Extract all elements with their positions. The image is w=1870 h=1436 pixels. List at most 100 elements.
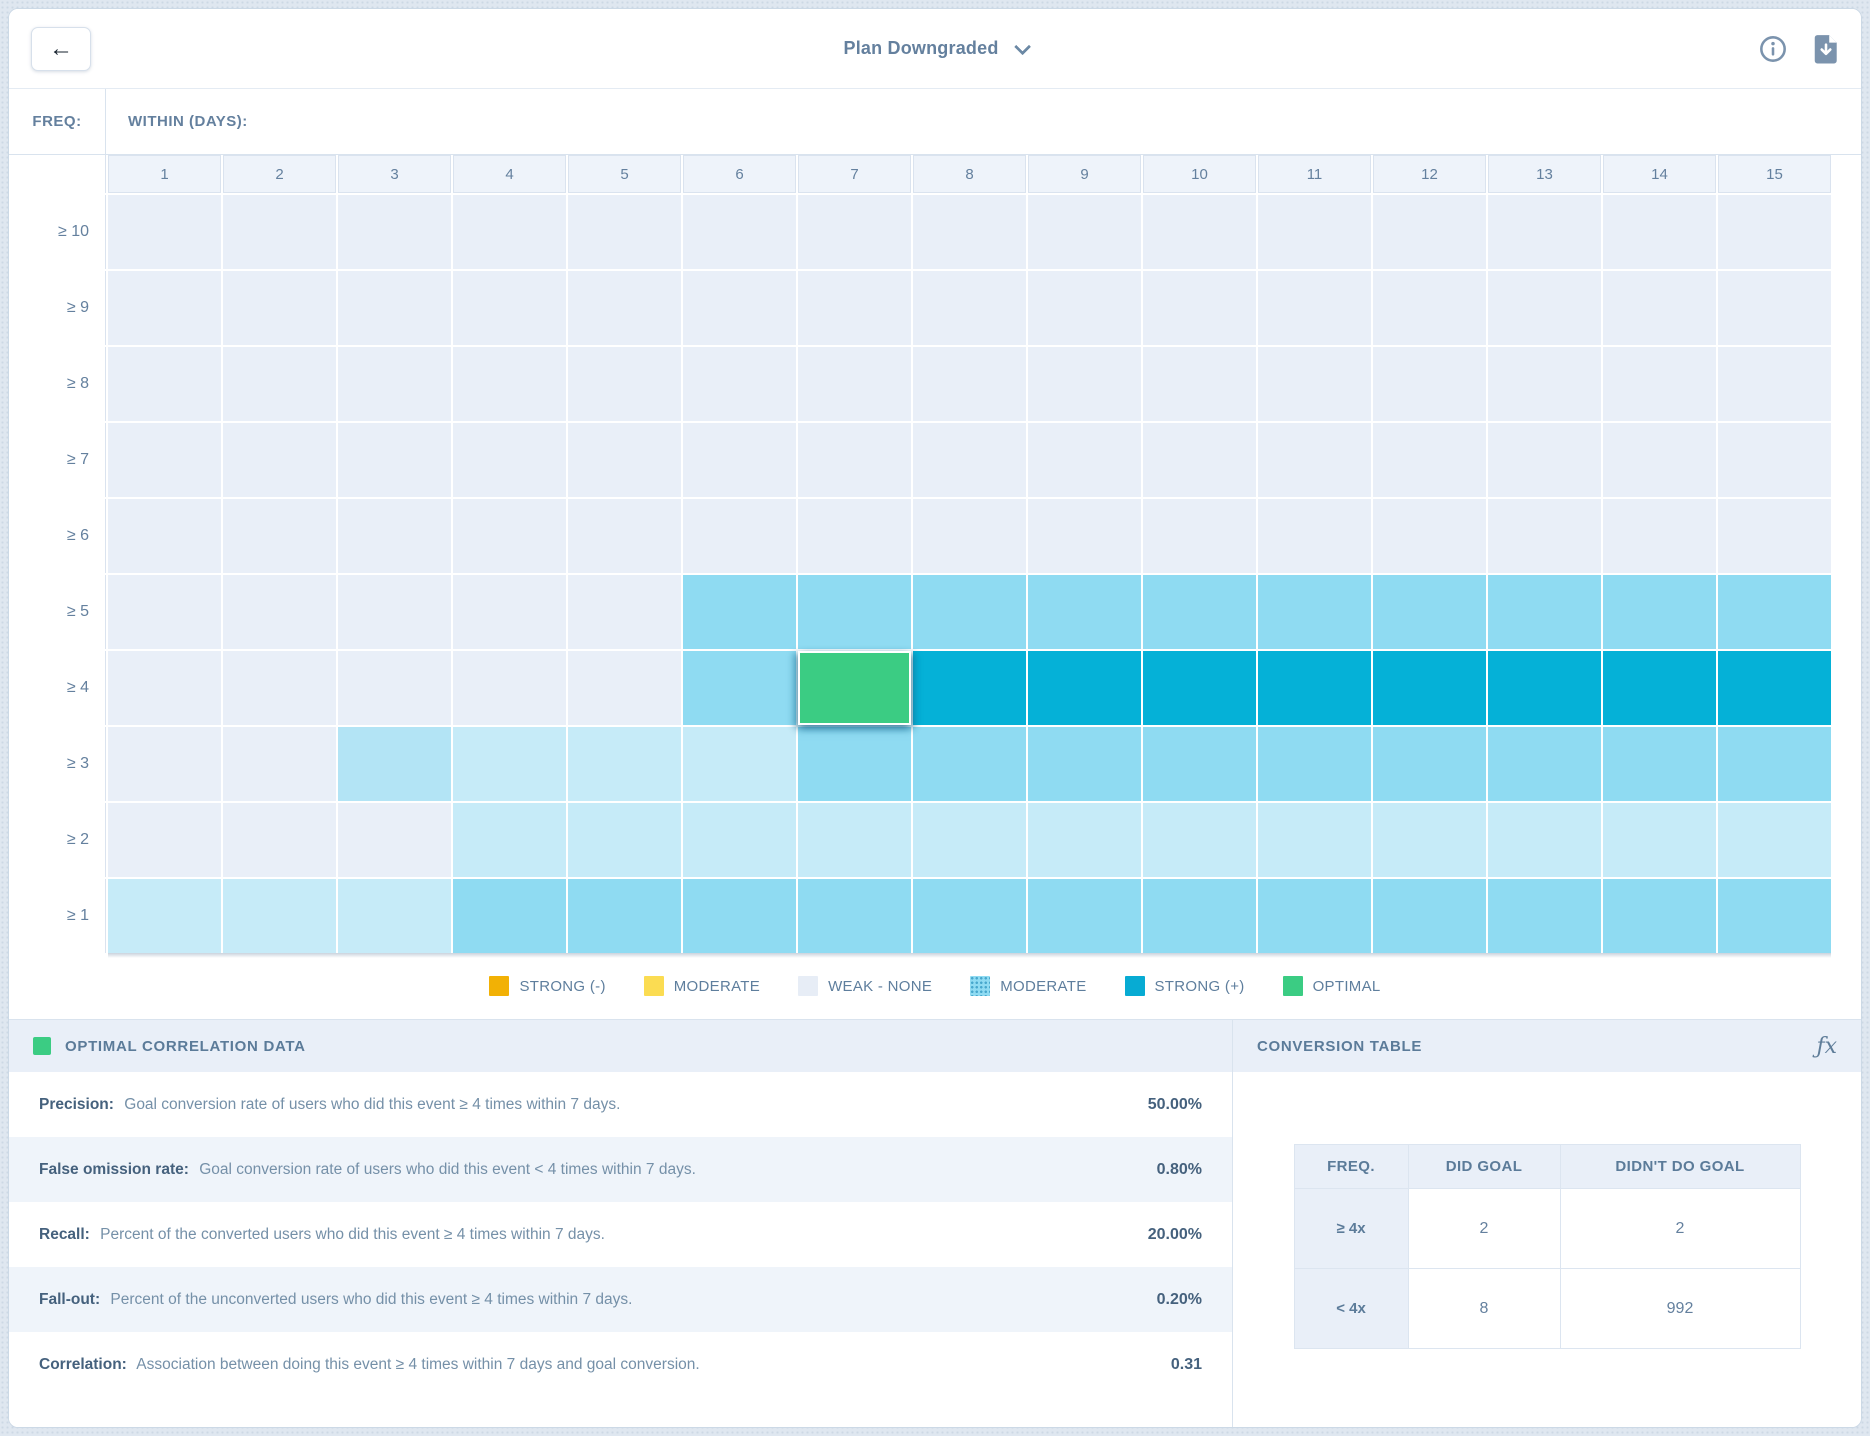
heatmap-cell[interactable] <box>913 803 1026 877</box>
heatmap-cell[interactable] <box>913 423 1026 497</box>
heatmap-cell[interactable] <box>108 271 221 345</box>
heatmap-cell[interactable] <box>1028 499 1141 573</box>
heatmap-cell[interactable] <box>568 803 681 877</box>
heatmap-cell[interactable] <box>1258 499 1371 573</box>
heatmap-cell[interactable] <box>108 347 221 421</box>
heatmap-cell[interactable] <box>1488 727 1601 801</box>
heatmap-cell[interactable] <box>1143 499 1256 573</box>
heatmap-cell[interactable] <box>1258 195 1371 269</box>
heatmap-cell[interactable] <box>1488 499 1601 573</box>
heatmap-cell[interactable] <box>1258 347 1371 421</box>
heatmap-cell[interactable] <box>1143 423 1256 497</box>
heatmap-cell[interactable] <box>338 347 451 421</box>
heatmap-cell[interactable] <box>1143 651 1256 725</box>
heatmap-cell[interactable] <box>568 271 681 345</box>
heatmap-cell[interactable] <box>568 347 681 421</box>
heatmap-cell[interactable] <box>223 499 336 573</box>
heatmap-cell[interactable] <box>1373 347 1486 421</box>
heatmap-cell[interactable] <box>568 727 681 801</box>
formula-fx-icon[interactable]: ƒx <box>1816 1033 1837 1059</box>
heatmap-cell[interactable] <box>1373 499 1486 573</box>
heatmap-cell[interactable] <box>798 347 911 421</box>
heatmap-cell[interactable] <box>1603 727 1716 801</box>
heatmap-cell[interactable] <box>1143 803 1256 877</box>
heatmap-cell[interactable] <box>453 195 566 269</box>
heatmap-cell[interactable] <box>1373 727 1486 801</box>
heatmap-cell[interactable] <box>338 879 451 953</box>
heatmap-cell[interactable] <box>683 347 796 421</box>
heatmap-cell[interactable] <box>1143 575 1256 649</box>
heatmap-cell[interactable] <box>1718 499 1831 573</box>
heatmap-cell[interactable] <box>1488 879 1601 953</box>
heatmap-cell[interactable] <box>913 879 1026 953</box>
heatmap-cell[interactable] <box>223 727 336 801</box>
heatmap-cell[interactable] <box>223 271 336 345</box>
heatmap-cell[interactable] <box>453 803 566 877</box>
heatmap-cell[interactable] <box>1143 195 1256 269</box>
event-dropdown[interactable]: Plan Downgraded <box>843 37 1032 59</box>
info-icon[interactable] <box>1759 35 1787 63</box>
heatmap-cell[interactable] <box>683 271 796 345</box>
heatmap-cell[interactable] <box>1028 575 1141 649</box>
heatmap-cell[interactable] <box>108 727 221 801</box>
heatmap-cell[interactable] <box>1143 271 1256 345</box>
heatmap-cell[interactable] <box>1373 879 1486 953</box>
heatmap-cell[interactable] <box>223 347 336 421</box>
heatmap-cell[interactable] <box>683 575 796 649</box>
heatmap-cell[interactable] <box>1143 727 1256 801</box>
heatmap-cell[interactable] <box>1373 803 1486 877</box>
heatmap-cell[interactable] <box>798 195 911 269</box>
heatmap-cell[interactable] <box>913 347 1026 421</box>
heatmap-cell[interactable] <box>1718 271 1831 345</box>
heatmap-cell[interactable] <box>1488 803 1601 877</box>
heatmap-cell[interactable] <box>683 727 796 801</box>
heatmap-cell[interactable] <box>453 879 566 953</box>
heatmap-cell[interactable] <box>1258 803 1371 877</box>
heatmap-cell[interactable] <box>1603 195 1716 269</box>
heatmap-cell[interactable] <box>453 727 566 801</box>
heatmap-cell[interactable] <box>798 271 911 345</box>
heatmap-cell[interactable] <box>1488 575 1601 649</box>
heatmap-cell[interactable] <box>1258 575 1371 649</box>
heatmap-cell[interactable] <box>1603 499 1716 573</box>
heatmap-cell[interactable] <box>453 271 566 345</box>
heatmap-cell[interactable] <box>223 575 336 649</box>
heatmap-cell[interactable] <box>223 195 336 269</box>
heatmap-cell[interactable] <box>338 499 451 573</box>
heatmap-cell[interactable] <box>1603 803 1716 877</box>
heatmap-cell[interactable] <box>568 499 681 573</box>
heatmap-cell[interactable] <box>1028 727 1141 801</box>
heatmap-cell[interactable] <box>453 347 566 421</box>
heatmap-cell[interactable] <box>338 727 451 801</box>
heatmap-cell[interactable] <box>913 727 1026 801</box>
heatmap-cell[interactable] <box>1373 651 1486 725</box>
heatmap-cell[interactable] <box>453 651 566 725</box>
heatmap-cell[interactable] <box>223 803 336 877</box>
heatmap-cell[interactable] <box>798 575 911 649</box>
heatmap-cell[interactable] <box>1718 423 1831 497</box>
heatmap-cell[interactable] <box>108 195 221 269</box>
heatmap-cell[interactable] <box>1143 879 1256 953</box>
heatmap-cell[interactable] <box>568 423 681 497</box>
heatmap-cell[interactable] <box>1603 651 1716 725</box>
heatmap-cell[interactable] <box>1603 879 1716 953</box>
heatmap-cell[interactable] <box>798 499 911 573</box>
heatmap-cell[interactable] <box>913 195 1026 269</box>
heatmap-cell[interactable] <box>683 879 796 953</box>
heatmap-cell[interactable] <box>1718 803 1831 877</box>
heatmap-cell[interactable] <box>1028 423 1141 497</box>
heatmap-cell[interactable] <box>338 651 451 725</box>
heatmap-cell[interactable] <box>108 879 221 953</box>
heatmap-cell[interactable] <box>223 651 336 725</box>
heatmap-cell[interactable] <box>223 879 336 953</box>
heatmap-cell[interactable] <box>1718 879 1831 953</box>
heatmap-cell[interactable] <box>1718 195 1831 269</box>
heatmap-cell[interactable] <box>798 803 911 877</box>
heatmap-cell[interactable] <box>798 423 911 497</box>
heatmap-cell[interactable] <box>338 423 451 497</box>
heatmap-cell[interactable] <box>798 879 911 953</box>
heatmap-cell[interactable] <box>1718 651 1831 725</box>
heatmap-cell[interactable] <box>1603 347 1716 421</box>
heatmap-cell[interactable] <box>1488 423 1601 497</box>
heatmap-cell[interactable] <box>1143 347 1256 421</box>
